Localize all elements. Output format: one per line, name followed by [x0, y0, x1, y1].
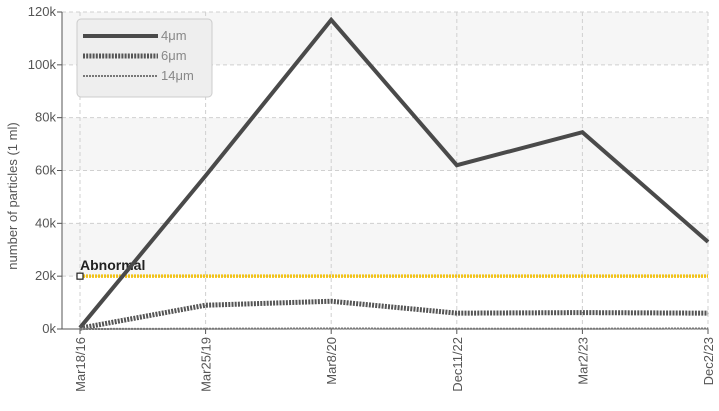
plot-band — [62, 170, 708, 224]
series-point — [79, 328, 81, 330]
plot-grid — [62, 11, 709, 329]
y-tick-label: 40k — [35, 215, 56, 230]
x-tick-label: Dec2/23 — [701, 337, 716, 385]
y-axis-ticks: 0k 20k 40k 60k 80k 100k 120k — [28, 4, 62, 336]
series-point — [707, 327, 709, 329]
legend-label[interactable]: 14μm — [161, 68, 194, 83]
x-tick-label: Mar2/23 — [575, 337, 590, 385]
x-tick-label: Mar8/20 — [324, 337, 339, 385]
series-point — [707, 241, 709, 243]
series-line-2 — [79, 327, 709, 330]
y-tick-label: 0k — [42, 321, 56, 336]
plot-band — [62, 223, 708, 277]
series-point — [707, 312, 709, 314]
plot-band — [62, 117, 708, 171]
plot-band — [62, 276, 708, 329]
series-point — [581, 312, 583, 314]
y-tick-label: 120k — [28, 4, 57, 19]
series-line-1 — [79, 298, 709, 331]
x-tick-label: Mar18/16 — [73, 337, 88, 392]
legend[interactable]: 4μm 6μm 14μm — [76, 18, 213, 98]
x-axis-ticks: Mar18/16 Mar25/19 Mar8/20 Dec11/22 Mar2/23 De… — [73, 329, 716, 392]
series-point — [581, 131, 583, 133]
x-tick-label: Mar25/19 — [199, 337, 214, 392]
y-tick-label: 20k — [35, 268, 56, 283]
series-point — [330, 300, 332, 302]
legend-label[interactable]: 4μm — [161, 28, 187, 43]
threshold-marker — [76, 272, 84, 280]
x-tick-label: Dec11/22 — [450, 337, 465, 392]
legend-label[interactable]: 6μm — [161, 48, 187, 63]
y-axis-title: number of particles (1 ml) — [5, 122, 20, 269]
series-point — [330, 327, 332, 329]
y-tick-label: 100k — [28, 57, 57, 72]
series-point — [456, 328, 458, 330]
series-point — [456, 312, 458, 314]
series-line-0 — [78, 16, 710, 329]
series-point — [205, 328, 207, 330]
series-point — [581, 328, 583, 330]
y-tick-label: 60k — [35, 163, 56, 178]
series-point — [456, 164, 458, 166]
series-group — [78, 16, 710, 331]
y-tick-label: 80k — [35, 110, 56, 125]
series-point — [205, 304, 207, 306]
series-point — [330, 19, 332, 21]
series-point — [205, 175, 207, 177]
